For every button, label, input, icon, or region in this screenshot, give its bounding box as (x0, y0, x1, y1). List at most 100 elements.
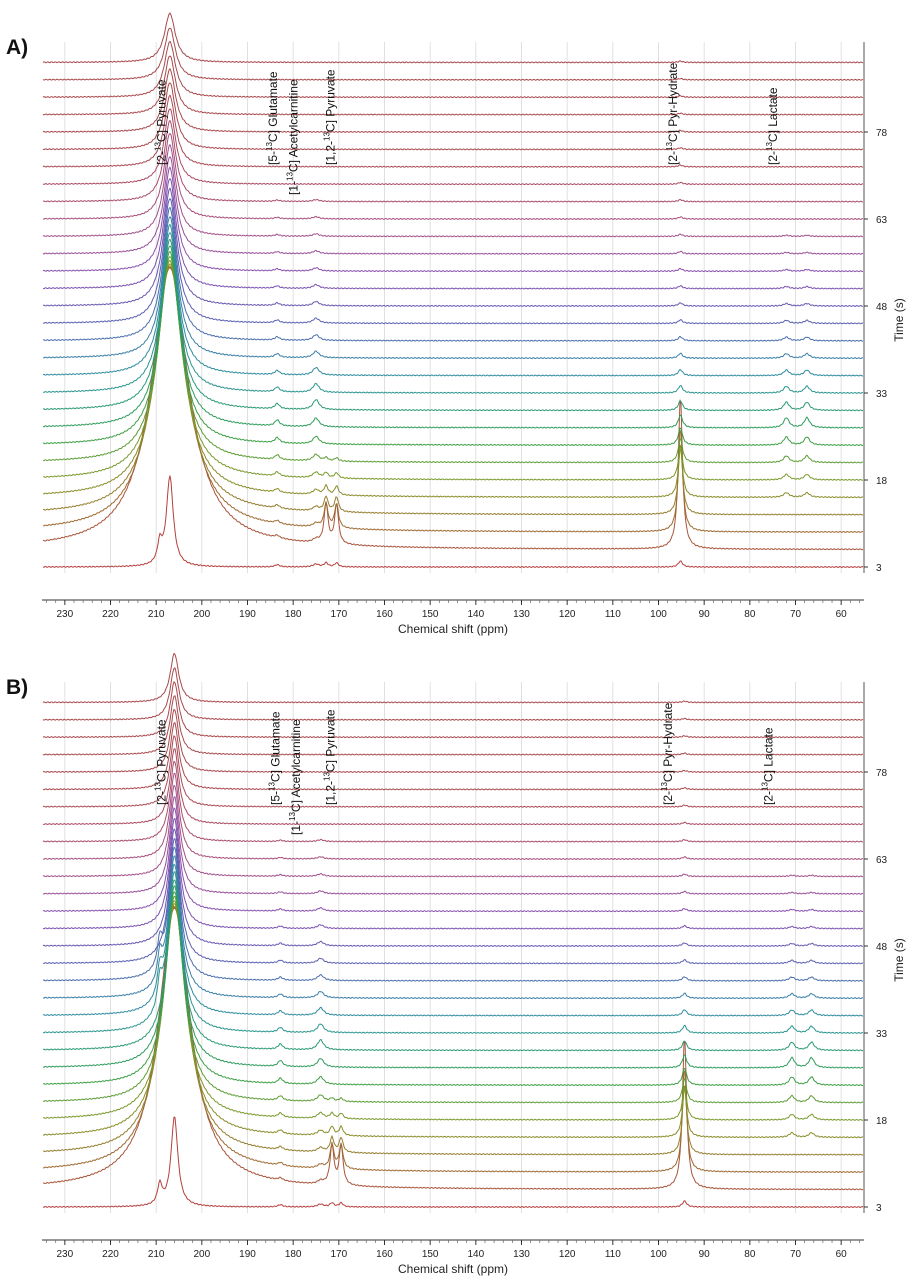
x-tick-label: 140 (467, 609, 484, 620)
spectrum-trace (42, 681, 864, 739)
x-tick-label: 150 (422, 609, 439, 620)
x-tick-label: 60 (836, 609, 848, 620)
y-tick-label: 78 (876, 768, 888, 779)
spectrum-trace (42, 475, 864, 568)
x-tick-label: 220 (102, 1249, 119, 1260)
spectrum-trace (42, 178, 864, 290)
spectrum-trace (42, 267, 864, 533)
spectrum-trace (42, 722, 864, 791)
spectrum-trace (42, 772, 864, 860)
y-tick-label: 33 (876, 389, 888, 400)
x-tick-label: 120 (559, 609, 576, 620)
x-tick-label: 190 (239, 609, 256, 620)
spectrum-trace (43, 267, 864, 551)
spectrum-trace (42, 144, 863, 238)
x-axis-title: Chemical shift (ppm) (398, 622, 508, 636)
x-tick-label: 80 (744, 609, 756, 620)
spectrum-trace (42, 238, 864, 412)
y-tick-label: 78 (876, 128, 888, 139)
spectrum-trace (42, 250, 864, 447)
peak-annotation: [2-13C] Pyr-Hydrate (660, 702, 675, 805)
y-tick-label: 63 (876, 215, 888, 226)
peak-annotation: [1-13C] Acetylcarnitine (288, 719, 303, 835)
x-tick-label: 200 (193, 1249, 210, 1260)
spectrum-trace (42, 760, 864, 843)
peak-annotation: [2-13C] Pyr-Hydrate (665, 62, 680, 165)
y-tick-label: 18 (876, 1116, 888, 1127)
x-tick-label: 170 (330, 1249, 347, 1260)
spectrum-trace (42, 796, 864, 895)
spectrum-trace (42, 108, 864, 186)
x-tick-label: 100 (650, 609, 667, 620)
spectrum-trace (42, 695, 864, 756)
x-tick-label: 70 (790, 1249, 802, 1260)
spectrum-trace (42, 846, 864, 982)
x-tick-label: 90 (699, 1249, 711, 1260)
spectrum-trace (42, 748, 864, 826)
x-tick-label: 230 (56, 1249, 73, 1260)
spectrum-trace (42, 708, 864, 773)
x-tick-label: 90 (699, 609, 711, 620)
x-tick-label: 160 (376, 1249, 393, 1260)
spectrum-trace (42, 187, 863, 307)
peak-annotation: [1,2-13C] Pyruvate (322, 709, 337, 805)
spectrum-trace (42, 667, 864, 721)
y-axis-title: Time (s) (892, 938, 906, 982)
peak-annotation: [1,2-13C] Pyruvate (322, 69, 337, 165)
spectrum-trace (43, 256, 864, 464)
spectrum-trace (42, 216, 864, 360)
spectrum-chart-b: 230 220 210 200 190 180 170 160 150 140 130 120 110 1… (42, 652, 906, 1276)
x-tick-label: 130 (513, 609, 530, 620)
peak-annotation: [1-13C] Acetylcarnitine (286, 79, 301, 195)
x-tick-label: 180 (285, 1249, 302, 1260)
peak-annotation: [2-13C] Lactate (761, 727, 776, 805)
spectrum-chart-a: 230 220 210 200 190 180 170 160 150 140 130 120 110 1… (42, 12, 906, 636)
x-tick-label: 100 (650, 1249, 667, 1260)
y-tick-label: 18 (876, 476, 888, 487)
spectrum-panel-b: B) 230 220 210 200 190 180 170 160 150 140 130 120 1… (0, 640, 916, 1280)
spectrum-trace (42, 784, 864, 878)
x-tick-label: 210 (148, 609, 165, 620)
y-tick-label: 3 (876, 1203, 882, 1214)
y-axis-title: Time (s) (892, 298, 906, 342)
spectrum-trace (42, 224, 864, 377)
x-tick-label: 190 (239, 1249, 256, 1260)
spectrum-trace (42, 245, 864, 429)
x-tick-label: 60 (836, 1249, 848, 1260)
x-tick-label: 140 (467, 1249, 484, 1260)
y-tick-label: 48 (876, 942, 888, 953)
spectrum-trace (42, 895, 864, 1104)
spectrum-trace (42, 12, 864, 64)
spectrum-trace (42, 40, 864, 99)
spectrum-trace (42, 1116, 864, 1208)
x-tick-label: 110 (605, 609, 621, 620)
spectrum-trace (42, 206, 864, 342)
x-tick-label: 120 (559, 1249, 576, 1260)
spectrum-trace (42, 818, 864, 930)
spectrum-trace (42, 232, 864, 394)
spectrum-trace (42, 55, 864, 116)
panel-label-b: B) (6, 676, 29, 699)
peak-annotation: [2-13C] Pyruvate (153, 719, 168, 805)
spectrum-trace (42, 652, 864, 704)
spectrum-trace (42, 120, 864, 203)
spectrum-trace (42, 166, 863, 273)
x-tick-label: 160 (376, 609, 393, 620)
panel-label-a: A) (6, 36, 29, 59)
y-tick-label: 33 (876, 1029, 888, 1040)
spectrum-panel-a: A) 230 220 210 200 190 180 170 160 150 140 130 120 1… (0, 0, 916, 640)
spectrum-trace (42, 871, 864, 1034)
spectrum-trace (42, 855, 864, 1000)
x-tick-label: 70 (790, 609, 802, 620)
y-tick-label: 63 (876, 855, 888, 866)
x-tick-label: 130 (513, 1249, 530, 1260)
x-tick-label: 200 (193, 609, 210, 620)
spectrum-trace (42, 828, 863, 947)
x-tick-label: 150 (422, 1249, 439, 1260)
x-tick-label: 80 (744, 1249, 756, 1260)
spectrum-trace (42, 259, 864, 481)
peak-annotation: [2-13C] Lactate (765, 87, 780, 165)
x-tick-label: 180 (285, 609, 302, 620)
x-tick-label: 220 (102, 609, 119, 620)
x-tick-label: 230 (56, 609, 73, 620)
